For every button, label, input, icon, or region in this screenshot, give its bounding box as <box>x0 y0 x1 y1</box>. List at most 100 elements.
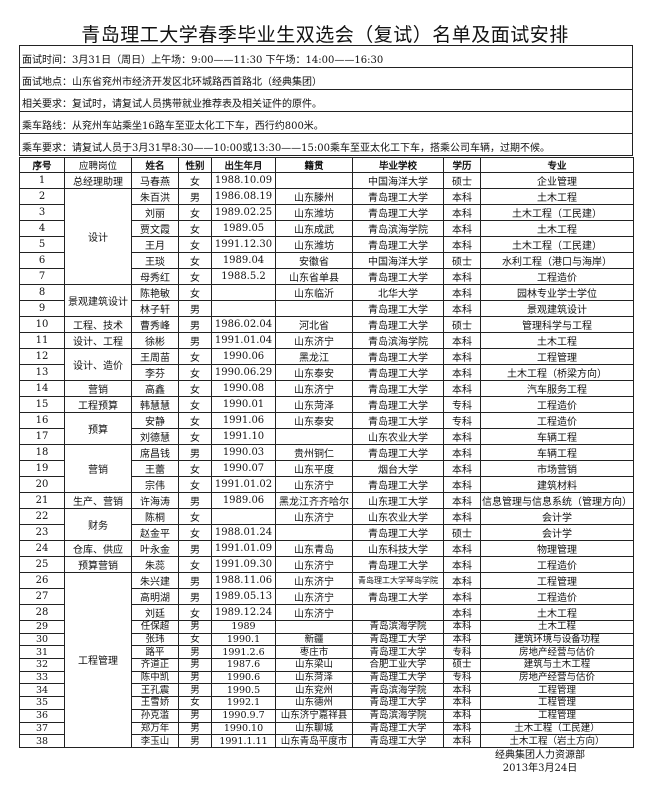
cell-school: 青岛滨海学院 <box>352 683 444 698</box>
cell-gender: 女 <box>178 348 212 365</box>
header-gender: 性别 <box>178 157 212 173</box>
cell-major: 土木工程 <box>480 332 634 349</box>
cell-major: 土木工程 <box>480 188 634 205</box>
cell-index: 31 <box>19 645 65 660</box>
cell-name: 陈艳敏 <box>131 284 179 301</box>
cell-school: 青岛理工大学 <box>352 632 444 647</box>
cell-index: 18 <box>19 444 65 461</box>
bus-route: 乘车路线：从兖州车站乘坐16路车至亚太化工下车，西行约800米。 <box>20 112 632 134</box>
cell-school: 青岛理工大学 <box>352 316 444 333</box>
cell-school: 烟台大学 <box>352 460 444 477</box>
cell-index: 21 <box>19 492 65 509</box>
cell-degree: 本科 <box>443 268 481 285</box>
header-major: 专业 <box>480 157 634 173</box>
cell-birth: 1988.10.09 <box>211 172 276 189</box>
table-row: 35 王雪娇女 1992.1 山东德州 青岛理工大学 本科 工程管理 <box>19 696 634 710</box>
cell-position: 工程、技术 <box>64 316 132 333</box>
table-row: 14 营销 高鑫女 1990.08 山东济宁 青岛理工大学 本科 汽车服务工程 <box>19 380 634 397</box>
info-block: 面试时间：3月31日（周日）上午场：9:00——11:30 下午场：14:00—… <box>19 45 633 156</box>
cell-birth: 1989.06 <box>211 492 276 509</box>
cell-major: 企业管理 <box>480 172 634 189</box>
cell-gender: 男 <box>178 444 212 461</box>
table-row: 11 设计、工程 徐彬男 1991.01.04 山东济宁 青岛滨海学院 本科 土木工程 <box>19 332 634 349</box>
cell-school: 青岛理工大学 <box>352 268 444 285</box>
cell-degree: 专科 <box>443 412 481 429</box>
cell-major: 管理科学与工程 <box>480 316 634 333</box>
cell-index: 22 <box>19 508 65 525</box>
table-row: 32 齐道正男 1987.6 山东梁山 合肥工业大学 硕士 建筑与土木工程 <box>19 658 634 672</box>
table-row: 5 王月女 1991.12.30 山东潍坊 青岛理工大学 本科 土木工程（工民建） <box>19 236 634 253</box>
cell-school: 青岛理工大学 <box>352 444 444 461</box>
cell-index: 15 <box>19 396 65 413</box>
cell-degree: 专科 <box>443 396 481 413</box>
header-birth: 出生年月 <box>211 157 276 173</box>
cell-school: 青岛滨海学院 <box>352 708 444 723</box>
cell-birth: 1990.07 <box>211 460 276 477</box>
cell-index: 23 <box>19 524 65 541</box>
cell-degree: 本科 <box>443 332 481 349</box>
cell-hometown <box>275 524 353 541</box>
cell-school: 合肥工业大学 <box>352 658 444 672</box>
cell-gender: 男 <box>178 708 212 723</box>
table-row: 22 财务 陈桐女 山东济宁 山东农业大学 本科 会计学 <box>19 508 634 541</box>
cell-birth <box>211 508 276 525</box>
interview-time: 面试时间：3月31日（周日）上午场：9:00——11:30 下午场：14:00—… <box>20 46 632 68</box>
cell-degree: 本科 <box>443 556 481 573</box>
cell-position: 生产、营销 <box>64 492 132 509</box>
cell-degree: 本科 <box>443 734 481 748</box>
cell-name: 朱兴建 <box>131 572 179 589</box>
cell-gender: 男 <box>178 645 212 660</box>
cell-name: 韩慧慧 <box>131 396 179 413</box>
cell-index: 38 <box>19 734 65 748</box>
cell-position: 工程管理 <box>64 572 132 748</box>
cell-school: 青岛理工大学琴岛学院 <box>352 572 444 589</box>
cell-degree: 专科 <box>443 670 481 685</box>
cell-degree: 专科 <box>443 645 481 660</box>
cell-position: 景观建筑设计 <box>64 284 132 317</box>
cell-gender: 男 <box>178 332 212 349</box>
cell-major: 建筑材料 <box>480 476 634 493</box>
cell-gender: 女 <box>178 252 212 269</box>
table-row: 2 设计 朱百洪男 1986.08.19 山东滕州 青岛理工大学 本科 土木工程 <box>19 188 634 285</box>
cell-degree: 本科 <box>443 476 481 493</box>
cell-gender: 男 <box>178 620 212 634</box>
cell-school: 青岛理工大学 <box>352 348 444 365</box>
cell-gender: 女 <box>178 220 212 237</box>
cell-name: 李芬 <box>131 364 179 381</box>
cell-degree: 本科 <box>443 348 481 365</box>
cell-position: 仓库、供应 <box>64 540 132 557</box>
cell-school: 青岛理工大学 <box>352 524 444 541</box>
cell-hometown: 山东菏泽 <box>275 670 353 685</box>
cell-degree: 硕士 <box>443 316 481 333</box>
cell-gender: 男 <box>178 492 212 509</box>
cell-school: 山东科技大学 <box>352 540 444 557</box>
cell-school: 青岛理工大学 <box>352 645 444 660</box>
cell-birth: 1991.01.04 <box>211 332 276 349</box>
cell-name: 刘丽 <box>131 204 179 221</box>
cell-gender: 男 <box>178 588 212 605</box>
cell-degree: 本科 <box>443 460 481 477</box>
cell-birth: 1991.09.30 <box>211 556 276 573</box>
cell-hometown: 山东潍坊 <box>275 236 353 253</box>
cell-hometown: 山东泰安 <box>275 364 353 381</box>
cell-name: 王月 <box>131 236 179 253</box>
cell-name: 陈中凯 <box>131 670 179 685</box>
cell-degree: 本科 <box>443 572 481 589</box>
table-row: 8 景观建筑设计 陈艳敏女山东临沂 北华大学 本科 园林专业学士学位 <box>19 284 634 317</box>
cell-hometown: 河北省 <box>275 316 353 333</box>
cell-hometown: 山东济宁嘉祥县 <box>275 708 353 723</box>
table-header: 序号 应聘岗位 姓名 性别 出生年月 籍贯 毕业学校 学历 专业 <box>19 157 634 173</box>
cell-birth: 1989.05 <box>211 220 276 237</box>
interview-location: 面试地点：山东省兖州市经济开发区北环城路西首路北（经典集团） <box>20 68 632 90</box>
cell-degree: 本科 <box>443 683 481 698</box>
cell-gender: 男 <box>178 683 212 698</box>
cell-gender: 女 <box>178 460 212 477</box>
cell-hometown: 山东菏泽 <box>275 396 353 413</box>
cell-index: 1 <box>19 172 65 189</box>
cell-name: 叶永金 <box>131 540 179 557</box>
cell-gender: 男 <box>178 721 212 736</box>
cell-degree: 本科 <box>443 721 481 736</box>
cell-gender: 女 <box>178 632 212 647</box>
cell-index: 7 <box>19 268 65 285</box>
cell-degree: 本科 <box>443 632 481 647</box>
